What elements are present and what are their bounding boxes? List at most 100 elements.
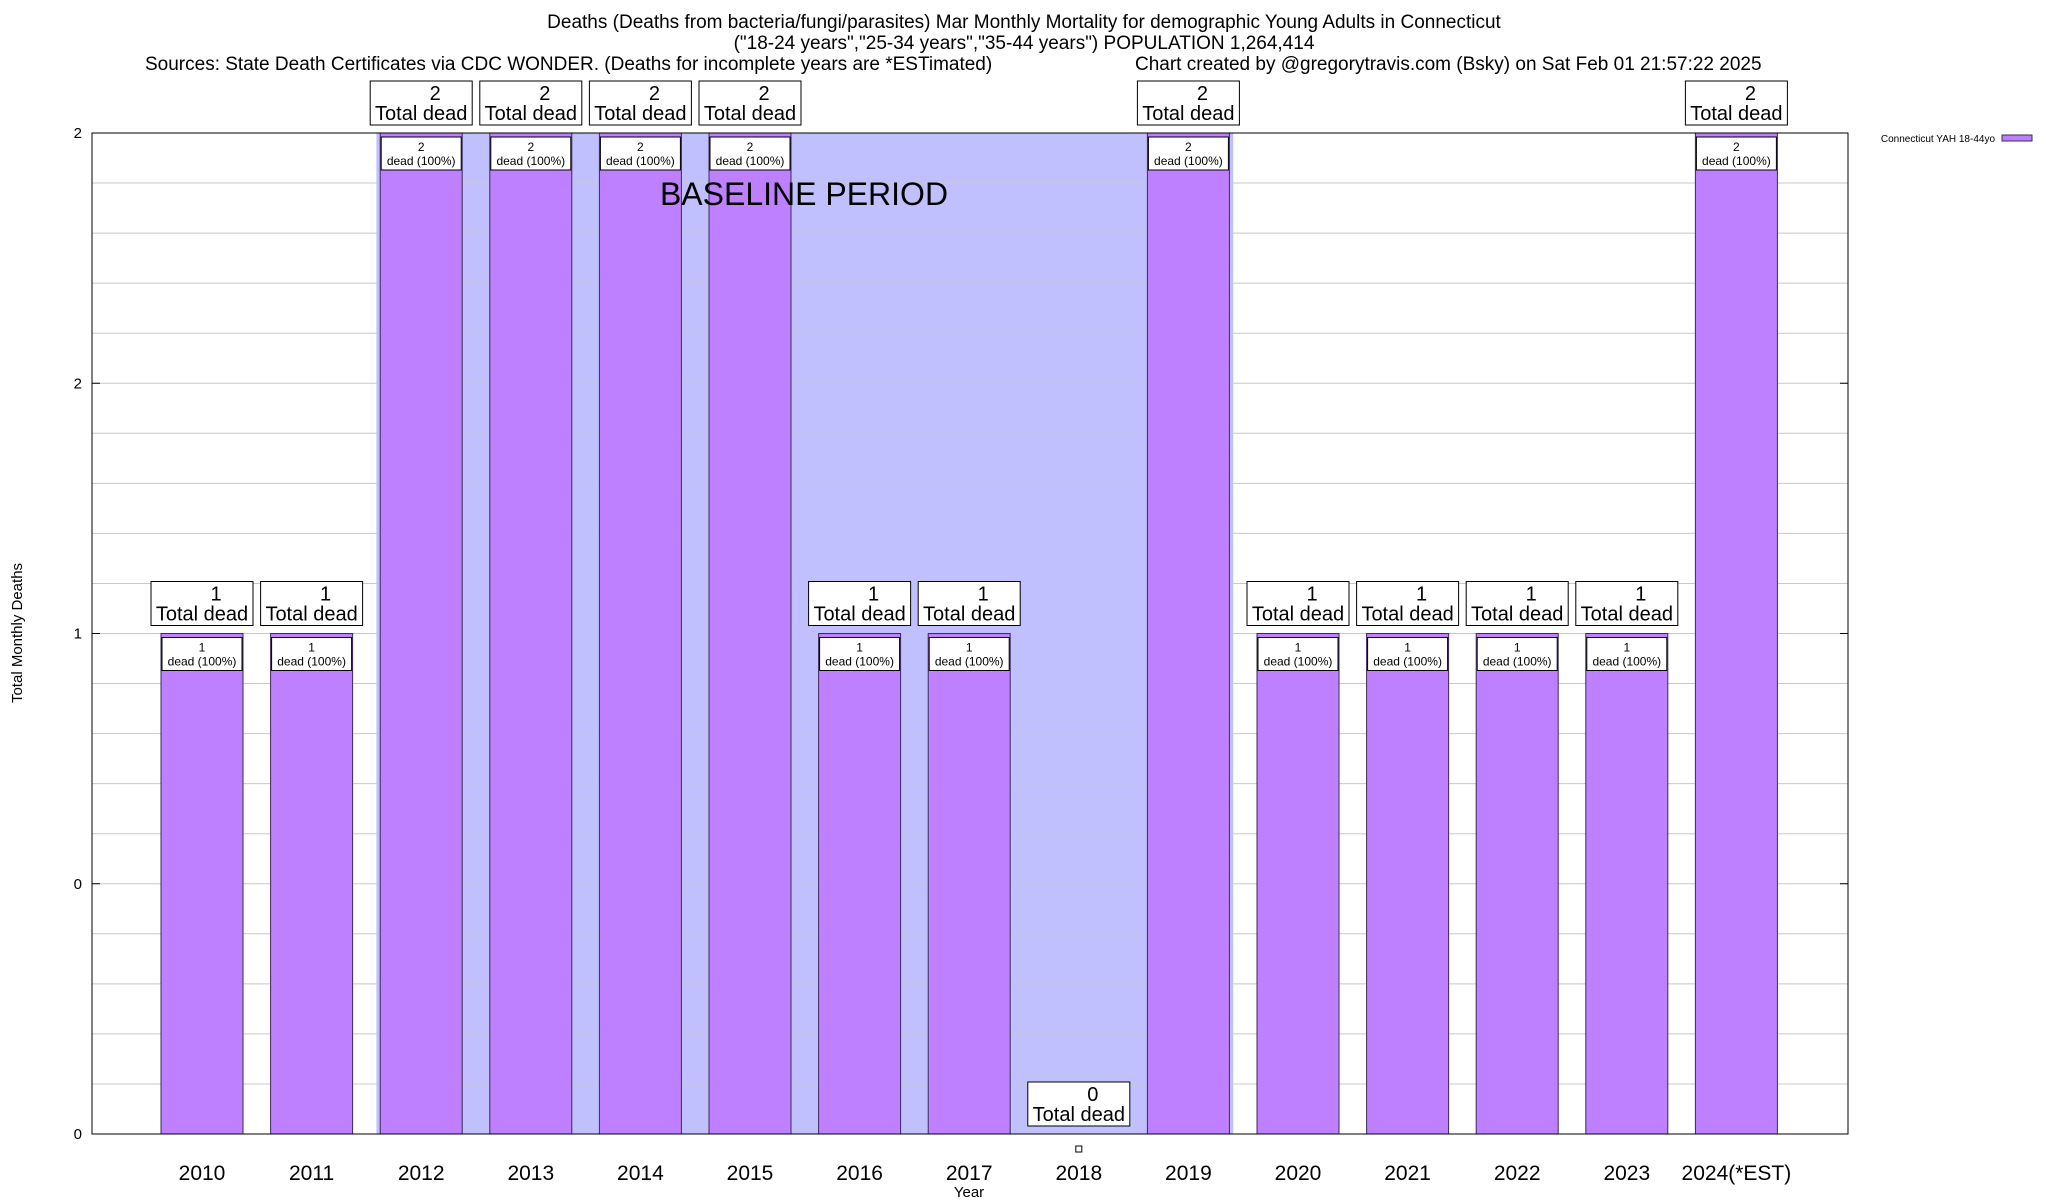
total-label-text: Total dead [1471, 604, 1563, 626]
total-label-value: 2 [430, 83, 441, 105]
bar-label-box [380, 136, 462, 171]
total-label-box [588, 80, 692, 126]
bar [270, 633, 354, 1135]
bar [379, 132, 463, 1135]
x-tick-label: 2012 [398, 1162, 445, 1185]
x-tick-label: 2013 [507, 1162, 554, 1185]
chart-title: Deaths (Deaths from bacteria/fungi/paras… [547, 12, 1501, 33]
bar-label-box [928, 637, 1010, 671]
total-label-text: Total dead [813, 604, 905, 626]
bar-label-text: dead (100%) [935, 655, 1004, 669]
total-label-box [1356, 581, 1460, 626]
bar-label-box [709, 136, 791, 171]
bar-label-text: dead (100%) [1154, 154, 1223, 168]
x-tick-label: 2023 [1603, 1162, 1650, 1185]
bar [1256, 633, 1340, 1135]
x-axis-label: Year [954, 1184, 984, 1200]
total-label-value: 0 [1087, 1084, 1098, 1106]
x-tick-label: 2015 [727, 1162, 774, 1185]
bar-label-text: dead (100%) [387, 154, 456, 168]
total-label-box [1465, 581, 1569, 626]
bar-label-text: dead (100%) [1483, 655, 1552, 669]
total-label-box [1246, 581, 1350, 626]
total-label-box [1027, 1081, 1131, 1127]
bar-label-box [819, 637, 901, 671]
bar-label-value: 1 [966, 641, 973, 655]
total-label-text: Total dead [1690, 103, 1782, 125]
bar-label-text: dead (100%) [825, 655, 894, 669]
bar-label-box [271, 637, 353, 671]
x-tick-label: 2011 [289, 1162, 334, 1185]
y-tick-label: 2 [74, 125, 82, 142]
y-tick-label: 0 [74, 876, 82, 893]
chart-subtitle: ("18-24 years","25-34 years","35-44 year… [733, 33, 1315, 54]
x-tick-label: 2016 [836, 1162, 883, 1185]
total-label-text: Total dead [1252, 604, 1344, 626]
bar [598, 132, 682, 1135]
bar [489, 132, 573, 1135]
bar-label-box [1257, 637, 1339, 671]
bar [1585, 633, 1669, 1135]
bar-label-text: dead (100%) [606, 154, 675, 168]
total-label-box [1575, 581, 1679, 626]
bar [708, 132, 792, 1135]
bar-label-value: 2 [637, 140, 644, 154]
total-label-value: 2 [539, 83, 550, 105]
x-tick-label: 2021 [1384, 1162, 1431, 1185]
total-label-text: Total dead [594, 103, 686, 125]
total-label-value: 1 [1416, 584, 1427, 606]
bar-label-box [1695, 136, 1777, 171]
zero-marker [1075, 1145, 1083, 1153]
bar-label-box [161, 637, 243, 671]
total-label-text: Total dead [1142, 103, 1234, 125]
baseline-label: BASELINE PERIOD [660, 176, 948, 212]
total-label-value: 1 [978, 584, 989, 606]
bar-label-box [1367, 637, 1449, 671]
bar-label-box [490, 136, 572, 171]
y-axis-label: Total Monthly Deaths [9, 563, 26, 703]
total-label-text: Total dead [1581, 604, 1673, 626]
bar-label-value: 1 [1514, 641, 1521, 655]
total-label-box [917, 581, 1021, 626]
bar [818, 633, 902, 1135]
total-label-box [698, 80, 802, 126]
bar-label-value: 2 [527, 140, 534, 154]
total-label-text: Total dead [485, 103, 577, 125]
bar-label-text: dead (100%) [496, 154, 565, 168]
bar-label-text: dead (100%) [716, 154, 785, 168]
x-tick-label: 2020 [1275, 1162, 1322, 1185]
total-label-value: 1 [1526, 584, 1537, 606]
x-tick-label: 2010 [179, 1162, 226, 1185]
total-label-text: Total dead [704, 103, 796, 125]
bar-label-box [1147, 136, 1229, 171]
chart-title-block: Deaths (Deaths from bacteria/fungi/paras… [0, 12, 2048, 54]
total-label-box [808, 581, 912, 626]
x-tick-label: 2017 [946, 1162, 993, 1185]
y-tick-label: 0 [74, 1126, 82, 1143]
bar-label-box [599, 136, 681, 171]
bar-label-text: dead (100%) [168, 655, 237, 669]
bar-label-value: 1 [308, 641, 315, 655]
x-tick-label: 2019 [1165, 1162, 1212, 1185]
legend-label: Connecticut YAH 18-44yo [1881, 134, 1996, 145]
chart-source: Sources: State Death Certificates via CD… [145, 54, 993, 75]
bar-label-value: 2 [747, 140, 754, 154]
total-label-value: 2 [1745, 83, 1756, 105]
bar-label-value: 2 [418, 140, 425, 154]
total-label-box [1136, 80, 1240, 126]
bar-label-value: 1 [856, 641, 863, 655]
total-label-text: Total dead [265, 604, 357, 626]
bar [1475, 633, 1559, 1135]
total-label-value: 1 [1635, 584, 1646, 606]
total-label-text: Total dead [375, 103, 467, 125]
total-label-value: 1 [210, 584, 221, 606]
bar [1146, 132, 1230, 1135]
total-label-value: 1 [868, 584, 879, 606]
total-label-box [479, 80, 583, 126]
bar-label-text: dead (100%) [1373, 655, 1442, 669]
total-label-value: 1 [320, 584, 331, 606]
x-tick-label: 2014 [617, 1162, 664, 1185]
chart-source-line: Sources: State Death Certificates via CD… [0, 54, 2048, 76]
legend-swatch [2001, 134, 2033, 142]
